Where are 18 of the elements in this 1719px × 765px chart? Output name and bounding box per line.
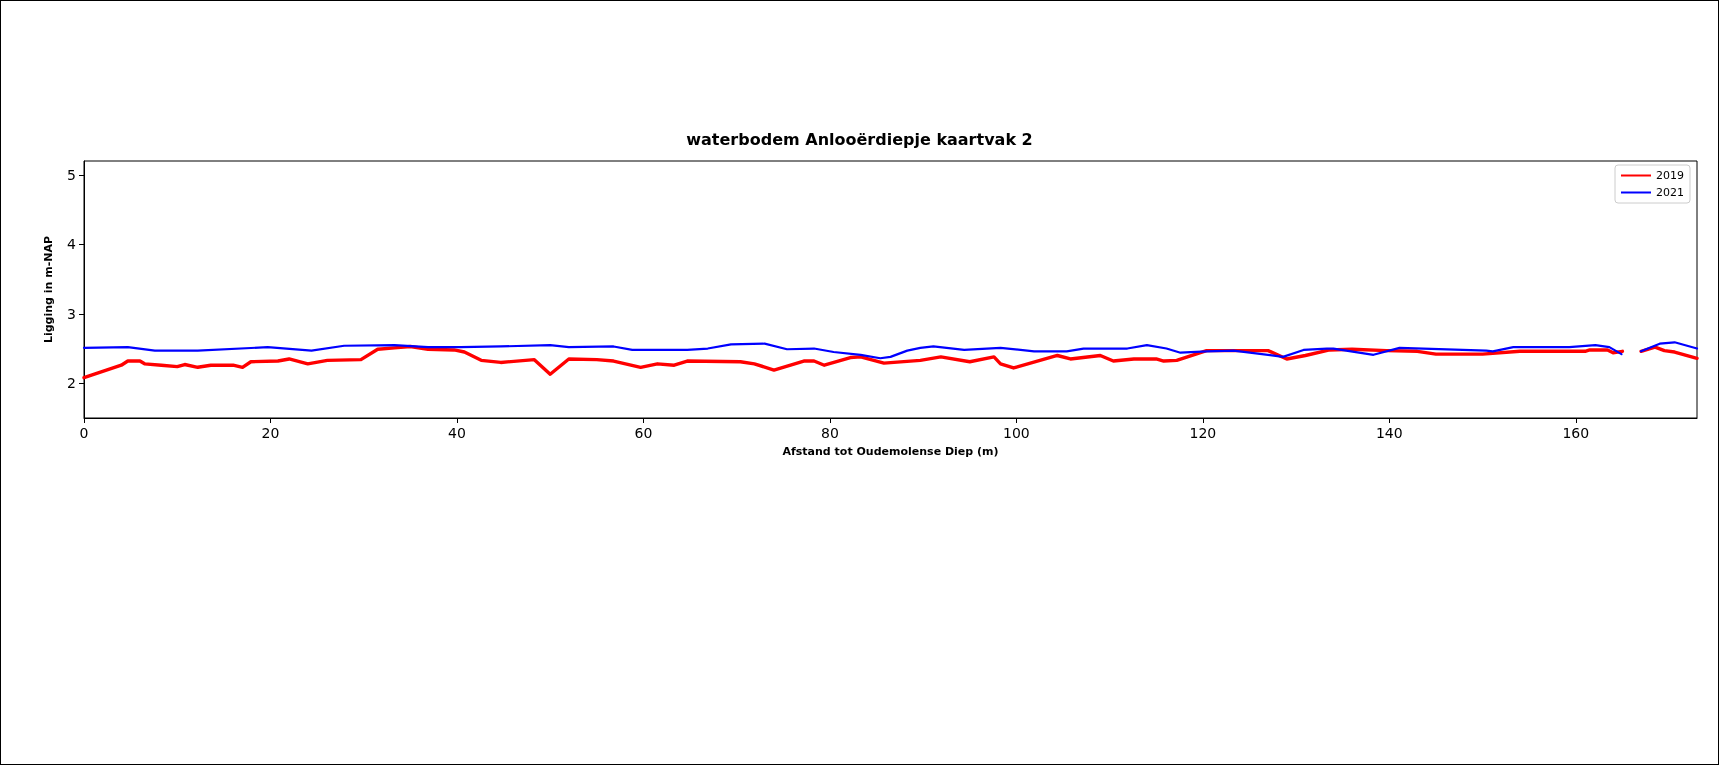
x-tick-label: 0 <box>79 425 89 441</box>
y-tick-label: 2 <box>67 375 76 392</box>
y-tick-label: 4 <box>67 236 77 253</box>
x-tick-label: 20 <box>261 425 280 441</box>
chart-title: waterbodem Anlooërdiepje kaartvak 2 <box>686 129 1033 149</box>
y-axis-title: Ligging in m-NAP <box>42 235 55 344</box>
x-tick-label: 160 <box>1562 425 1590 441</box>
y-tick-label: 5 <box>67 166 76 183</box>
x-tick-label: 120 <box>1189 425 1217 441</box>
legend-label: 2021 <box>1656 186 1685 199</box>
x-tick-label: 100 <box>1003 425 1030 441</box>
x-axis-title: Afstand tot Oudemolense Diep (m) <box>782 445 999 458</box>
y-tick-label: 3 <box>67 305 76 322</box>
x-tick-label: 80 <box>820 425 839 441</box>
x-tick-label: 40 <box>448 425 466 441</box>
x-tick-label: 140 <box>1375 425 1403 441</box>
x-tick-label: 60 <box>634 425 653 441</box>
legend-label: 2019 <box>1656 169 1685 182</box>
